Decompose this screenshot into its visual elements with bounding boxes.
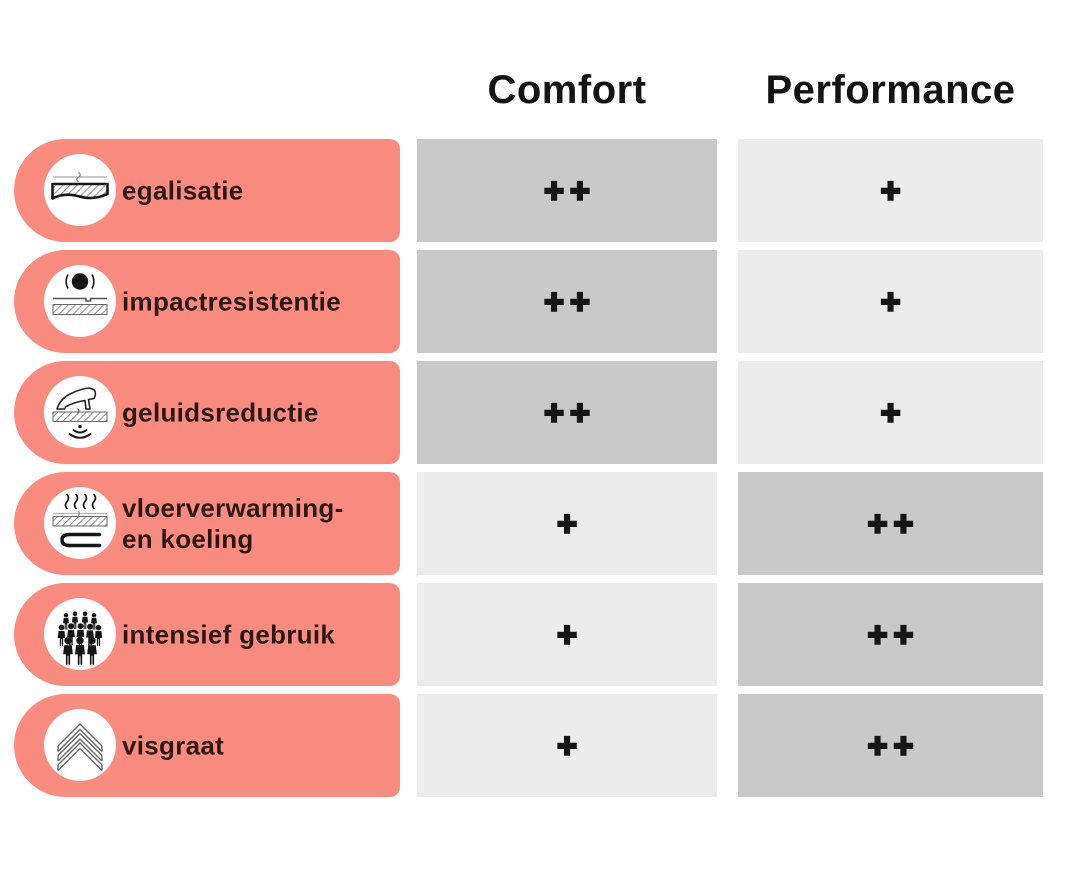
feature-label-line: vloerverwarming- (122, 492, 344, 523)
feature-capsule: egalisatie (14, 139, 400, 242)
performance-rating-cell: + (738, 139, 1043, 242)
floor-heating-cooling-icon (44, 487, 116, 559)
comfort-rating-cell: + (417, 472, 717, 575)
comfort-rating-cell: ++ (417, 139, 717, 242)
feature-capsule: geluidsreductie (14, 361, 400, 464)
intensive-use-icon (44, 598, 116, 670)
table-row: visgraat + ++ (0, 694, 1080, 797)
feature-label: vloerverwarming- en koeling (122, 493, 344, 555)
feature-capsule: impactresistentie (14, 250, 400, 353)
feature-capsule: intensief gebruik (14, 583, 400, 686)
table-row: egalisatie ++ + (0, 139, 1080, 242)
column-header-comfort: Comfort (487, 68, 647, 112)
performance-rating-cell: + (738, 361, 1043, 464)
impact-resistance-icon (44, 265, 116, 337)
feature-label: intensief gebruik (122, 619, 335, 650)
table-row: intensief gebruik + ++ (0, 583, 1080, 686)
comfort-rating-cell: ++ (417, 250, 717, 353)
comfort-rating-cell: ++ (417, 361, 717, 464)
feature-label: impactresistentie (122, 286, 341, 317)
performance-rating-cell: ++ (738, 583, 1043, 686)
feature-label-line: visgraat (122, 730, 225, 760)
feature-label-line: egalisatie (122, 175, 244, 205)
floor-levelling-icon (44, 154, 116, 226)
sound-reduction-icon (44, 376, 116, 448)
table-row: vloerverwarming- en koeling + ++ (0, 472, 1080, 575)
performance-rating-cell: ++ (738, 694, 1043, 797)
feature-label-line: en koeling (122, 523, 254, 554)
herringbone-icon (44, 709, 116, 781)
comfort-rating-cell: + (417, 694, 717, 797)
feature-capsule: vloerverwarming- en koeling (14, 472, 400, 575)
comfort-rating-cell: + (417, 583, 717, 686)
performance-rating-cell: + (738, 250, 1043, 353)
column-header-performance: Performance (765, 68, 1016, 112)
feature-label: geluidsreductie (122, 397, 319, 428)
feature-label-line: intensief gebruik (122, 619, 336, 649)
feature-label: visgraat (122, 730, 224, 761)
feature-label: egalisatie (122, 175, 244, 206)
table-row: impactresistentie ++ + (0, 250, 1080, 353)
performance-rating-cell: ++ (738, 472, 1043, 575)
table-row: geluidsreductie ++ + (0, 361, 1080, 464)
feature-label-line: geluidsreductie (122, 397, 319, 427)
table-body: egalisatie ++ + (0, 139, 1080, 805)
feature-label-line: impactresistentie (122, 286, 341, 316)
feature-capsule: visgraat (14, 694, 400, 797)
